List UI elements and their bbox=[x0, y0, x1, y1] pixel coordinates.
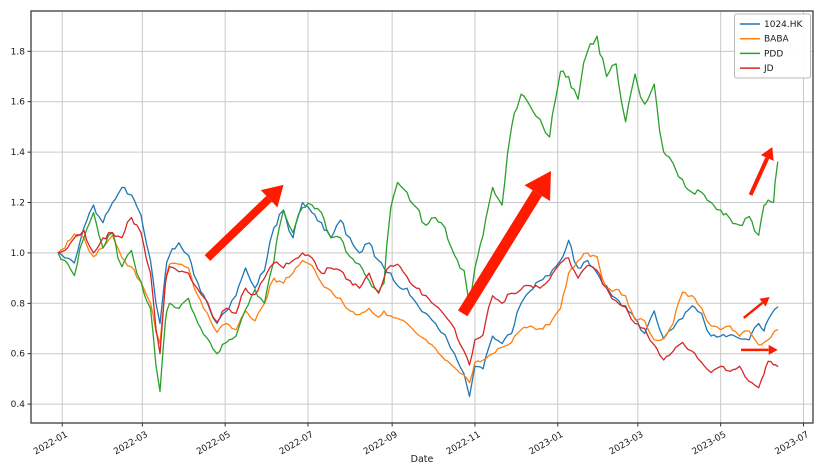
y-tick-label: 1.6 bbox=[11, 98, 26, 108]
trend-arrow-uptrend-baba-jun-2023 bbox=[742, 297, 770, 319]
legend-label: 1024.HK bbox=[764, 20, 804, 30]
grid-lines bbox=[31, 11, 813, 423]
legend-frame bbox=[734, 13, 811, 79]
legend-box: 1024.HK BABA PDD JD bbox=[734, 13, 811, 79]
y-tick-label: 1.8 bbox=[11, 47, 26, 57]
y-tick-label: 1.4 bbox=[11, 148, 26, 158]
legend-label: JD bbox=[763, 64, 774, 74]
trend-annotation-arrows bbox=[204, 147, 778, 355]
series-line-jd bbox=[57, 216, 779, 389]
series-line-1024-hk bbox=[57, 186, 779, 398]
trend-arrow-uptrend-winter-2022 bbox=[458, 171, 551, 317]
plot-border bbox=[30, 10, 814, 424]
y-tick-label: 1.0 bbox=[11, 249, 26, 259]
legend-label: BABA bbox=[764, 35, 790, 45]
price-series-lines bbox=[57, 35, 779, 398]
series-line-pdd bbox=[57, 35, 779, 393]
y-tick-label: 0.4 bbox=[11, 400, 26, 410]
trend-arrow-uptrend-spring-2022 bbox=[204, 184, 284, 261]
trend-arrow-uptrend-pdd-jun-2023 bbox=[748, 147, 774, 196]
y-tick-label: 1.2 bbox=[11, 199, 25, 209]
trend-arrow-sideways-jd-jun-2023 bbox=[741, 344, 778, 355]
series-line-baba bbox=[57, 233, 779, 384]
legend-label: PDD bbox=[764, 49, 783, 59]
x-axis-label: Date bbox=[411, 454, 434, 465]
y-tick-label: 0.8 bbox=[11, 299, 26, 309]
y-tick-label: 0.6 bbox=[11, 350, 26, 360]
